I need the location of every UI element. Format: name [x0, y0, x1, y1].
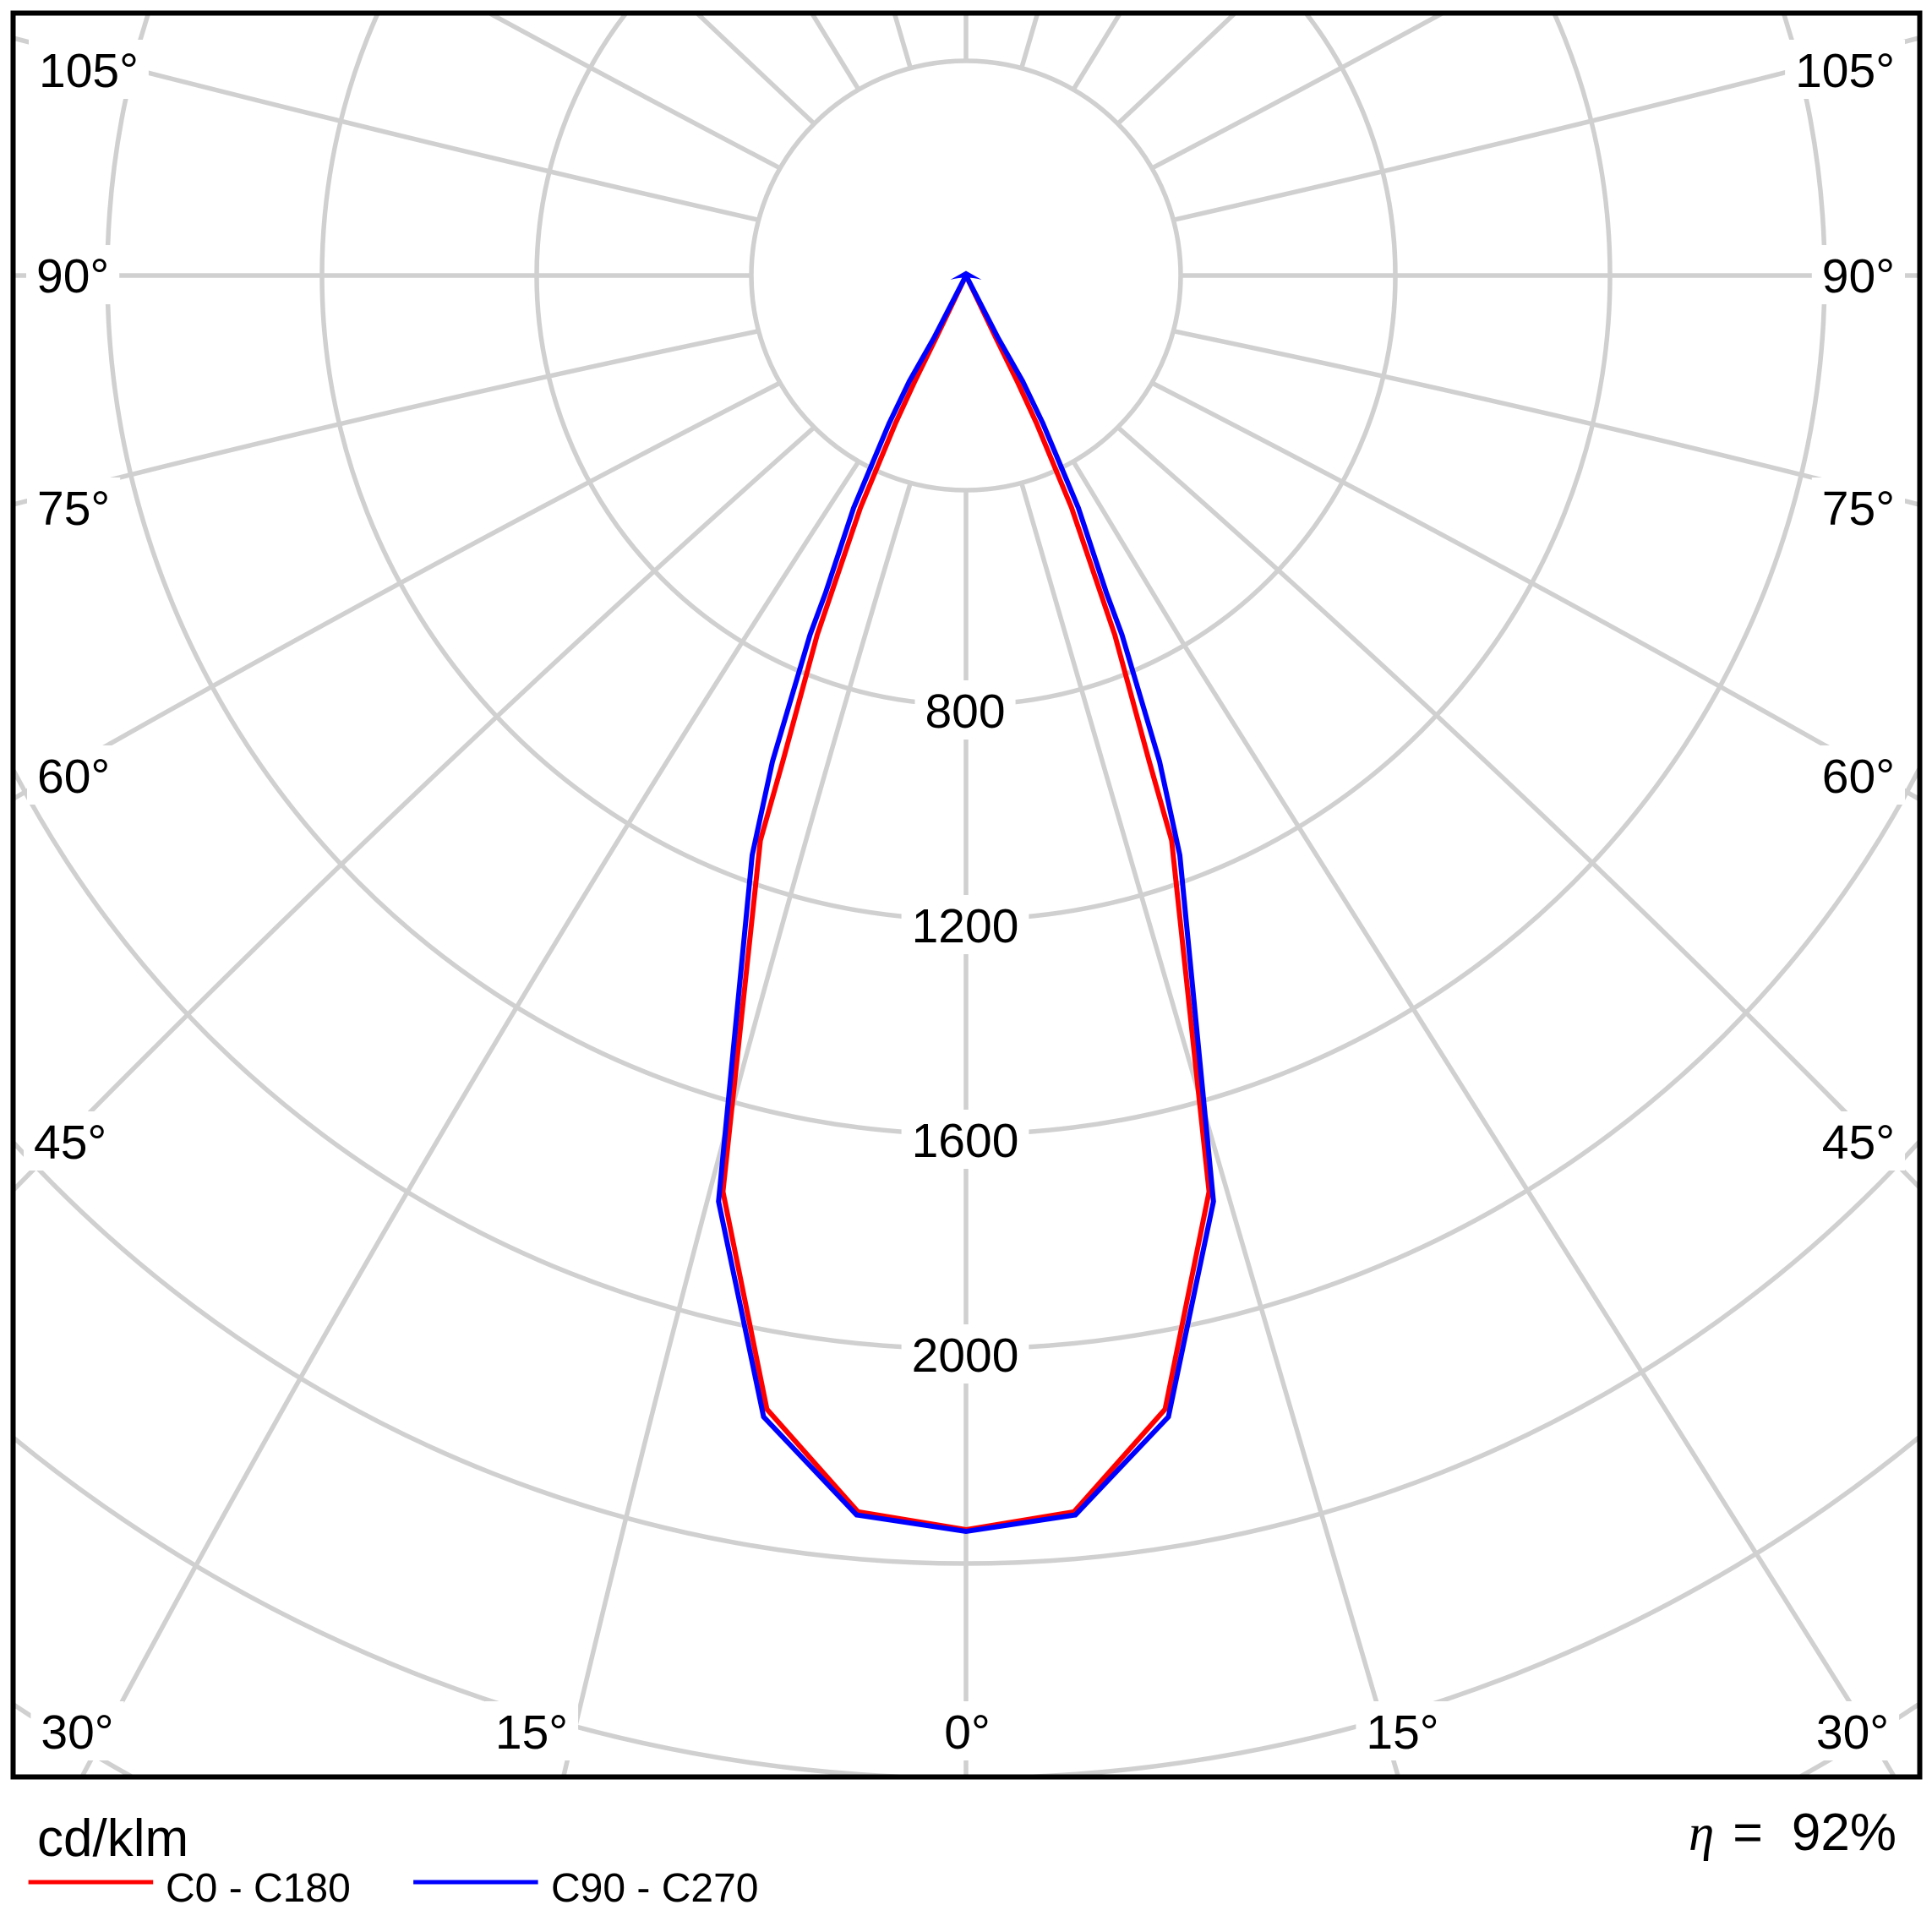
svg-text:30°: 30°	[41, 1706, 113, 1760]
svg-text:90°: 90°	[1822, 249, 1895, 303]
svg-text:92%: 92%	[1792, 1804, 1897, 1862]
svg-text:C90 - C270: C90 - C270	[551, 1866, 758, 1911]
svg-text:30°: 30°	[1816, 1706, 1889, 1760]
svg-text:1600: 1600	[912, 1114, 1019, 1168]
svg-text:0°: 0°	[944, 1706, 991, 1760]
svg-text:800: 800	[925, 685, 1005, 739]
svg-text:60°: 60°	[37, 750, 110, 804]
svg-text:15°: 15°	[1366, 1706, 1438, 1760]
svg-text:75°: 75°	[37, 482, 110, 536]
svg-text:η: η	[1689, 1805, 1714, 1862]
svg-text:105°: 105°	[39, 44, 139, 98]
svg-text:1200: 1200	[912, 899, 1019, 953]
svg-text:45°: 45°	[1822, 1116, 1895, 1170]
svg-text:75°: 75°	[1822, 482, 1895, 536]
svg-text:90°: 90°	[36, 249, 109, 303]
svg-text:105°: 105°	[1795, 44, 1895, 98]
svg-text:=: =	[1733, 1804, 1763, 1861]
svg-text:2000: 2000	[912, 1329, 1019, 1383]
svg-text:45°: 45°	[34, 1116, 106, 1170]
svg-text:cd/klm: cd/klm	[37, 1809, 188, 1868]
svg-text:15°: 15°	[495, 1706, 568, 1760]
svg-text:C0 - C180: C0 - C180	[166, 1866, 351, 1911]
svg-text:60°: 60°	[1822, 750, 1895, 804]
